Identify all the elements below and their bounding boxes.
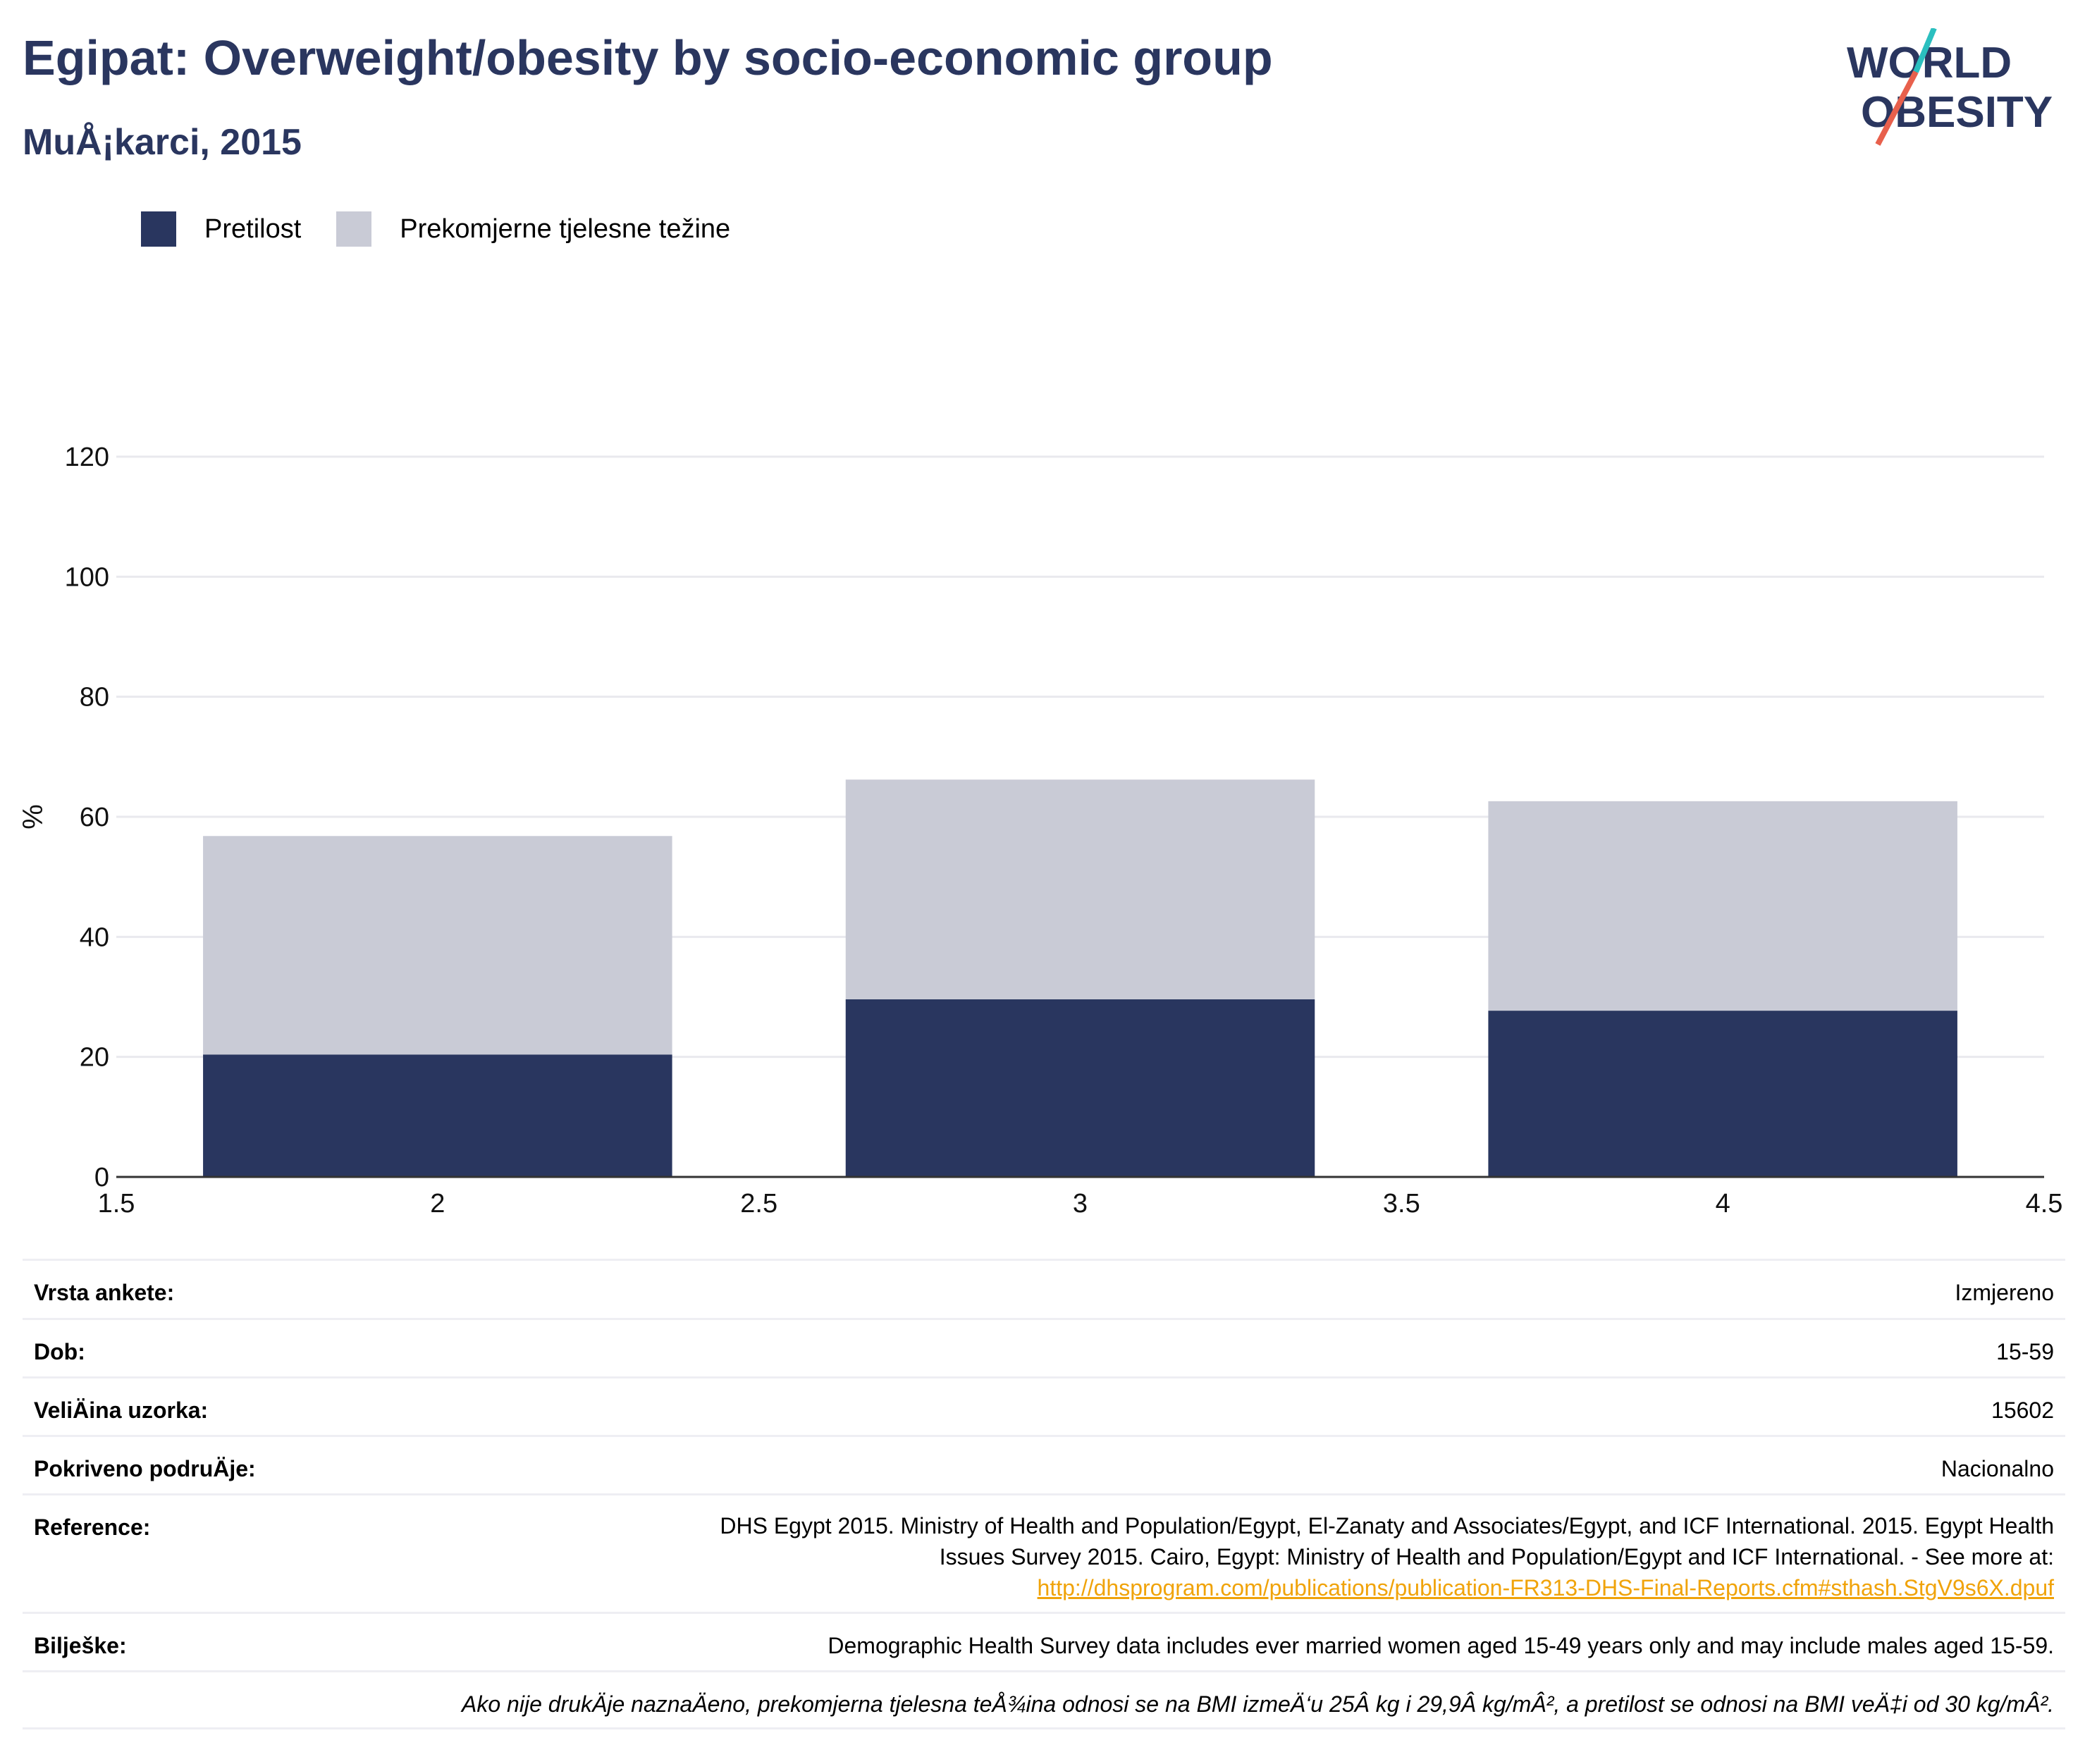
bar-overweight	[846, 779, 1315, 999]
bar-obesity	[846, 999, 1315, 1177]
meta-label: VeliÄ ina uzorka:	[34, 1398, 208, 1424]
x-tick-label: 4	[1716, 1189, 1730, 1219]
meta-value-references: DHS Egypt 2015. Ministry of Health and P…	[720, 1510, 2054, 1603]
meta-value: 15-59	[1996, 1339, 2054, 1365]
x-tick-label: 3.5	[1383, 1189, 1420, 1219]
reference-text-line: DHS Egypt 2015. Ministry of Health and P…	[720, 1513, 2054, 1538]
x-tick-label: 3	[1073, 1189, 1088, 1219]
bar-obesity	[203, 1054, 672, 1177]
y-tick-label: 0	[94, 1163, 109, 1192]
legend-label-overweight: Prekomjerne tjelesne težine	[400, 214, 730, 245]
y-tick-label: 120	[65, 443, 109, 472]
legend-item-obesity[interactable]: Pretilost	[141, 211, 301, 247]
y-tick-label: 20	[80, 1043, 109, 1073]
reference-text-line: Issues Survey 2015. Cairo, Egypt: Minist…	[940, 1544, 2054, 1569]
bmi-definition-note: Ako nije drukÄ je naznaÄ eno, prekomjern…	[462, 1691, 2054, 1717]
legend-swatch-obesity	[141, 211, 176, 247]
y-tick-label: 80	[80, 683, 109, 713]
meta-label: Vrsta ankete:	[34, 1280, 174, 1306]
logo-text-obesity: OBESITY	[1861, 88, 2053, 137]
chart-subtitle: MuÅ¡karci, 2015	[23, 121, 302, 164]
x-tick-label: 4.5	[2026, 1189, 2063, 1219]
bar-overweight	[203, 836, 672, 1054]
x-tick-label: 2	[430, 1189, 445, 1219]
meta-row-coverage: Pokriveno podruÄ je: Nacionalno	[23, 1435, 2065, 1493]
chart-title: Egipat: Overweight/obesity by socio-econ…	[23, 30, 1273, 86]
meta-row-definition: Ako nije drukÄ je naznaÄ eno, prekomjern…	[23, 1670, 2065, 1729]
x-tick-label: 2.5	[740, 1189, 777, 1219]
meta-value: Izmjereno	[1955, 1280, 2055, 1306]
survey-metadata-table: Vrsta ankete: Izmjereno Dob: 15-59 VeliÄ…	[23, 1259, 2065, 1729]
y-tick-label: 60	[80, 803, 109, 832]
reference-link[interactable]: http://dhsprogram.com/publications/publi…	[1038, 1575, 2054, 1600]
meta-row-age: Dob: 15-59	[23, 1318, 2065, 1376]
legend-item-overweight[interactable]: Prekomjerne tjelesne težine	[336, 211, 730, 247]
y-axis-label: %	[18, 804, 49, 829]
legend-swatch-overweight	[336, 211, 371, 247]
bar-chart: 0 20 40 60 80 100 120 1.5 2 2.5 3 3.5 4 4.5%	[0, 395, 2085, 1226]
meta-row-survey-type: Vrsta ankete: Izmjereno	[23, 1259, 2065, 1318]
meta-label: Bilješke:	[34, 1633, 127, 1659]
chart-legend: Pretilost Prekomjerne tjelesne težine	[141, 208, 765, 250]
meta-label: Pokriveno podruÄ je:	[34, 1456, 256, 1482]
meta-row-notes: Bilješke: Demographic Health Survey data…	[23, 1612, 2065, 1670]
y-tick-label: 40	[80, 923, 109, 952]
bar-overweight	[1488, 801, 1957, 1011]
meta-row-references: Reference: DHS Egypt 2015. Ministry of H…	[23, 1493, 2065, 1612]
y-tick-label: 100	[65, 562, 109, 592]
meta-value: 15602	[1991, 1398, 2054, 1424]
world-obesity-logo: WORLD OBESITY	[1833, 28, 2072, 148]
meta-value: Demographic Health Survey data includes …	[828, 1633, 2054, 1659]
meta-row-sample-size: VeliÄ ina uzorka: 15602	[23, 1376, 2065, 1435]
bar-obesity	[1488, 1011, 1957, 1177]
meta-value: Nacionalno	[1941, 1456, 2054, 1482]
x-tick-label: 1.5	[98, 1189, 135, 1219]
meta-label: Reference:	[34, 1515, 150, 1541]
meta-label: Dob:	[34, 1339, 85, 1365]
legend-label-obesity: Pretilost	[204, 214, 301, 245]
